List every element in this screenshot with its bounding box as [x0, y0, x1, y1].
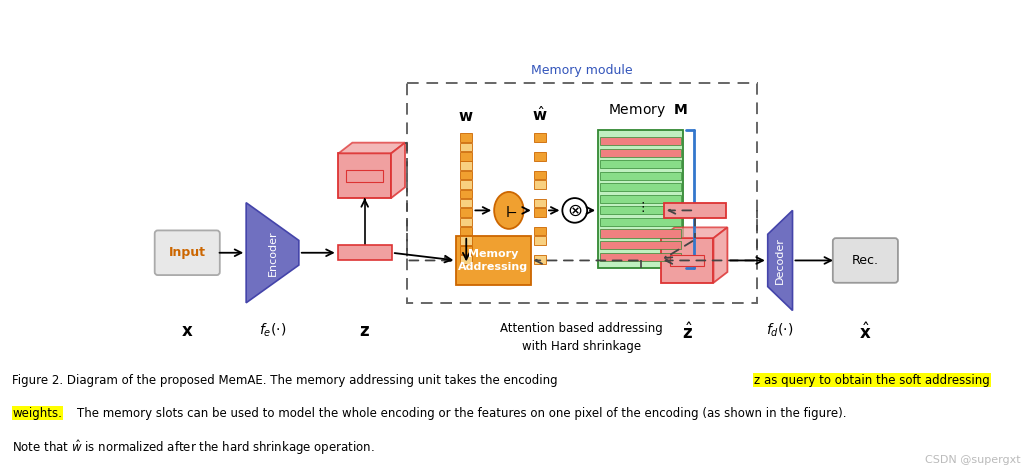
- Text: CSDN @supergxt: CSDN @supergxt: [925, 455, 1021, 465]
- Text: $\otimes$: $\otimes$: [567, 202, 583, 219]
- Bar: [460, 171, 472, 180]
- Bar: [600, 137, 681, 145]
- Text: $\mathbf{x}$: $\mathbf{x}$: [181, 322, 193, 340]
- Bar: [600, 229, 681, 237]
- Bar: [460, 246, 472, 254]
- Bar: [661, 238, 714, 283]
- Bar: [598, 130, 683, 268]
- Bar: [460, 143, 472, 151]
- Text: weights.: weights.: [12, 407, 62, 420]
- Text: Memory: Memory: [468, 249, 519, 259]
- Bar: [457, 236, 531, 285]
- Polygon shape: [714, 227, 727, 283]
- Bar: [460, 152, 472, 161]
- Text: Decoder: Decoder: [775, 237, 785, 284]
- Bar: [339, 153, 392, 198]
- Text: $\mathbf{w}$: $\mathbf{w}$: [459, 109, 474, 124]
- Polygon shape: [392, 142, 405, 198]
- Bar: [664, 203, 726, 218]
- Text: $\vdots$: $\vdots$: [636, 200, 645, 213]
- Bar: [534, 133, 546, 142]
- Text: Memory module: Memory module: [531, 64, 632, 77]
- Bar: [534, 199, 546, 207]
- Ellipse shape: [494, 192, 524, 229]
- Bar: [600, 252, 681, 261]
- Bar: [534, 152, 546, 161]
- Bar: [600, 149, 681, 157]
- Bar: [534, 255, 546, 264]
- Bar: [600, 183, 681, 191]
- Text: $f_e(\cdot)$: $f_e(\cdot)$: [259, 322, 286, 339]
- Text: $\hat{\mathbf{z}}$: $\hat{\mathbf{z}}$: [682, 322, 692, 343]
- Bar: [460, 199, 472, 207]
- Bar: [460, 218, 472, 226]
- Bar: [600, 172, 681, 180]
- Bar: [460, 227, 472, 235]
- Bar: [670, 255, 705, 266]
- Text: Addressing: Addressing: [459, 262, 529, 272]
- Bar: [534, 208, 546, 217]
- Text: z as query to obtain the soft addressing: z as query to obtain the soft addressing: [754, 374, 990, 387]
- Text: $\mathbf{z}$: $\mathbf{z}$: [359, 322, 370, 340]
- Bar: [460, 208, 472, 217]
- Polygon shape: [768, 211, 792, 311]
- Bar: [534, 180, 546, 189]
- Bar: [600, 206, 681, 214]
- Text: Input: Input: [168, 246, 206, 259]
- Bar: [600, 195, 681, 203]
- Text: $\hat{\mathbf{w}}$: $\hat{\mathbf{w}}$: [532, 105, 547, 124]
- Bar: [600, 160, 681, 168]
- Bar: [460, 236, 472, 245]
- Bar: [460, 255, 472, 264]
- Bar: [407, 83, 757, 303]
- Bar: [460, 180, 472, 189]
- FancyBboxPatch shape: [155, 230, 220, 275]
- Text: Note that $\hat{w}$ is normalized after the hard shrinkage operation.: Note that $\hat{w}$ is normalized after …: [12, 438, 375, 457]
- Polygon shape: [661, 227, 727, 238]
- Text: $f_d(\cdot)$: $f_d(\cdot)$: [766, 322, 793, 339]
- Bar: [534, 227, 546, 235]
- Bar: [460, 133, 472, 142]
- Bar: [534, 171, 546, 180]
- Text: Attention based addressing
with Hard shrinkage: Attention based addressing with Hard shr…: [500, 322, 663, 353]
- Text: Figure 2. Diagram of the proposed MemAE. The memory addressing unit takes the en: Figure 2. Diagram of the proposed MemAE.…: [12, 374, 562, 387]
- Polygon shape: [339, 142, 405, 153]
- Text: $\hat{\mathbf{x}}$: $\hat{\mathbf{x}}$: [859, 322, 872, 343]
- Bar: [460, 162, 472, 170]
- Text: Encoder: Encoder: [268, 230, 278, 275]
- Text: Rec.: Rec.: [852, 254, 879, 267]
- Circle shape: [562, 198, 587, 223]
- Bar: [338, 245, 392, 260]
- Text: $-$: $-$: [506, 206, 518, 219]
- Text: Memory  $\mathbf{M}$: Memory $\mathbf{M}$: [608, 102, 688, 119]
- Bar: [346, 170, 383, 182]
- Text: $\boldsymbol{|}$: $\boldsymbol{|}$: [505, 204, 509, 219]
- Polygon shape: [246, 203, 299, 303]
- Bar: [534, 236, 546, 245]
- Bar: [460, 189, 472, 198]
- FancyBboxPatch shape: [833, 238, 898, 283]
- Text: The memory slots can be used to model the whole encoding or the features on one : The memory slots can be used to model th…: [77, 407, 847, 420]
- Bar: [600, 241, 681, 249]
- Bar: [600, 218, 681, 226]
